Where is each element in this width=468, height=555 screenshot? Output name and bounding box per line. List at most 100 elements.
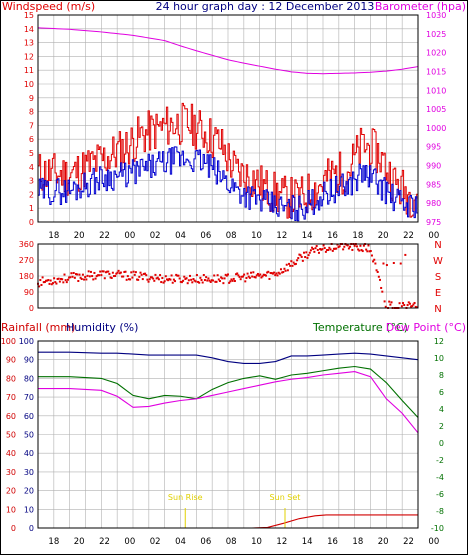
- wind-direction-point: [222, 282, 225, 285]
- humidity-tick-label: 0: [29, 524, 34, 533]
- barometer-tick-label: 980: [426, 199, 441, 208]
- wind-direction-point: [312, 248, 315, 251]
- wind-direction-point: [259, 273, 262, 276]
- wind-direction-point: [202, 273, 205, 276]
- wind-direction-point: [209, 280, 212, 283]
- wind-direction-point: [351, 248, 354, 251]
- wind-direction-point: [206, 279, 209, 282]
- wind-direction-point: [62, 281, 65, 284]
- windspeed-axis-label: Windspeed (m/s): [2, 0, 95, 13]
- humidity-tick-label: 80: [24, 374, 34, 383]
- wind-direction-point: [317, 251, 320, 254]
- temperature-tick-label: 6: [439, 388, 444, 397]
- bottom-x-tick-label: 08: [226, 537, 237, 547]
- temperature-tick-label: 0: [439, 439, 444, 448]
- wind-direction-point: [106, 270, 109, 273]
- barometer-tick-label: 990: [426, 162, 441, 171]
- wind-direction-point: [239, 278, 242, 281]
- wind-direction-point: [214, 280, 217, 283]
- wind-direction-point: [180, 281, 183, 284]
- wind-direction-point: [385, 264, 388, 267]
- windspeed-tick-label: 4: [29, 163, 34, 172]
- wind-direction-point: [48, 282, 51, 285]
- wind-direction-point: [81, 273, 84, 276]
- barometer-tick-label: 1020: [426, 49, 446, 58]
- wind-direction-point: [68, 276, 71, 279]
- wind-x-tick-label: 22: [99, 231, 110, 241]
- wind-direction-point: [347, 247, 350, 250]
- wind-direction-point: [94, 277, 97, 280]
- wind-direction-point: [374, 262, 377, 265]
- wind-direction-point: [319, 247, 322, 250]
- wind-direction-point: [107, 270, 110, 273]
- wind-direction-point: [42, 281, 45, 284]
- wind-direction-point: [240, 275, 243, 278]
- wind-direction-point: [342, 248, 345, 251]
- wind-direction-point: [61, 278, 64, 281]
- wind-direction-point: [365, 248, 368, 251]
- wind-direction-point: [215, 280, 218, 283]
- temperature-tick-label: -6: [436, 490, 444, 499]
- wind-direction-point: [316, 248, 319, 251]
- wind-x-tick-label: 18: [48, 231, 59, 241]
- compass-label: E: [435, 288, 441, 299]
- wind-direction-point: [95, 275, 98, 278]
- average-wind-series-line: [38, 146, 419, 222]
- direction-tick-label: 90: [24, 288, 34, 297]
- wind-panel: 0123456789101112131415975980985990995100…: [24, 11, 447, 241]
- rainfall-tick-label: 20: [6, 487, 16, 496]
- wind-direction-point: [51, 282, 54, 285]
- wind-direction-point: [349, 245, 352, 248]
- wind-direction-point: [389, 303, 392, 306]
- wind-direction-point: [40, 283, 43, 286]
- wind-direction-point: [127, 278, 130, 281]
- wind-direction-point: [172, 278, 175, 281]
- wind-direction-point: [39, 279, 42, 282]
- wind-direction-point: [92, 278, 95, 281]
- wind-direction-point: [357, 248, 360, 251]
- windspeed-tick-label: 15: [24, 11, 34, 20]
- wind-direction-point: [54, 281, 57, 284]
- wind-direction-point: [313, 250, 316, 253]
- wind-direction-point: [361, 250, 364, 253]
- temperature-tick-label: 4: [439, 405, 444, 414]
- wind-direction-point: [133, 273, 136, 276]
- windspeed-tick-label: 6: [29, 135, 34, 144]
- wind-direction-point: [114, 274, 117, 277]
- wind-direction-point: [359, 244, 362, 247]
- wind-direction-point: [178, 277, 181, 280]
- wind-direction-point: [232, 277, 235, 280]
- wind-direction-point: [41, 276, 44, 279]
- wind-direction-point: [224, 273, 227, 276]
- wind-direction-point: [390, 301, 393, 304]
- bottom-x-tick-label: 20: [378, 537, 389, 547]
- wind-direction-point: [355, 245, 358, 248]
- dewpoint-series-line: [38, 371, 419, 434]
- wind-direction-point: [157, 278, 160, 281]
- wind-direction-point: [251, 275, 254, 278]
- wind-direction-point: [223, 277, 226, 280]
- wind-direction-point: [262, 273, 265, 276]
- bottom-x-tick-label: 18: [352, 537, 363, 547]
- windspeed-tick-label: 11: [24, 66, 34, 75]
- wind-direction-point: [183, 275, 186, 278]
- rainfall-tick-label: 70: [6, 393, 16, 402]
- temperature-tick-label: -4: [436, 473, 444, 482]
- wind-direction-point: [247, 275, 250, 278]
- wind-direction-point: [367, 244, 370, 247]
- wind-direction-point: [98, 274, 101, 277]
- compass-label: N: [434, 304, 441, 315]
- wind-direction-point: [297, 257, 300, 260]
- wind-direction-point: [322, 244, 325, 247]
- temperature-tick-label: 10: [434, 354, 444, 363]
- rainfall-tick-label: 30: [6, 468, 16, 477]
- wind-direction-point: [184, 277, 187, 280]
- wind-direction-point: [80, 277, 83, 280]
- barometer-tick-label: 1030: [426, 11, 446, 20]
- humidity-tick-label: 40: [24, 449, 34, 458]
- wind-direction-point: [111, 271, 114, 274]
- wind-x-tick-label: 12: [276, 231, 287, 241]
- wind-direction-point: [274, 274, 277, 277]
- compass-label: S: [435, 272, 441, 283]
